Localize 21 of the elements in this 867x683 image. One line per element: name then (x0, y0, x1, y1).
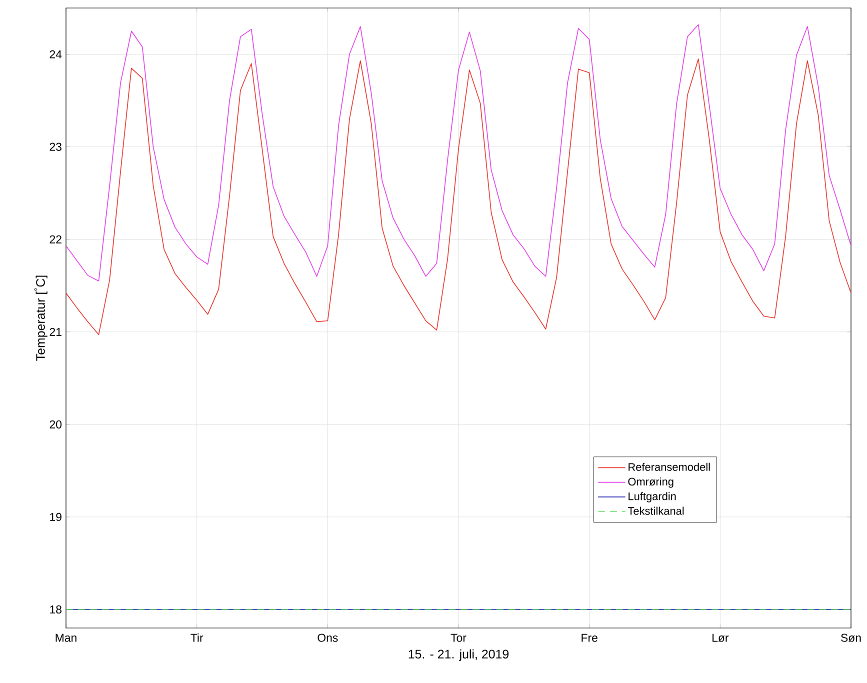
line-series (66, 24, 852, 282)
y-tick-label: 24 (50, 50, 62, 58)
legend-label: Tekstilkanal (628, 506, 684, 515)
legend-label: Omrøring (628, 477, 674, 488)
y-axis-title: Temperatur [$^{°}$C] (34, 276, 48, 361)
x-axis-title: 15. - 21. juli, 2019 (408, 649, 509, 661)
legend-label: Luftgardin (628, 492, 676, 502)
x-tick-label: Lør (712, 634, 729, 642)
y-tick-label: 23 (50, 142, 62, 151)
y-tick-label: 19 (50, 512, 62, 522)
x-tick-label: Tir (190, 633, 204, 642)
y-tick-label: 20 (50, 420, 62, 428)
y-tick-label: 21 (50, 328, 62, 336)
y-tick-label: 18 (50, 605, 62, 614)
y-tick-label: 22 (50, 235, 62, 244)
x-tick-label: Ons (318, 634, 338, 642)
legend-label: Referansemodell (628, 462, 710, 471)
x-tick-label: Søn (841, 634, 861, 642)
x-tick-label: Fre (582, 634, 598, 642)
x-tick-label: Tor (450, 634, 466, 642)
x-tick-label: Man (56, 634, 76, 642)
